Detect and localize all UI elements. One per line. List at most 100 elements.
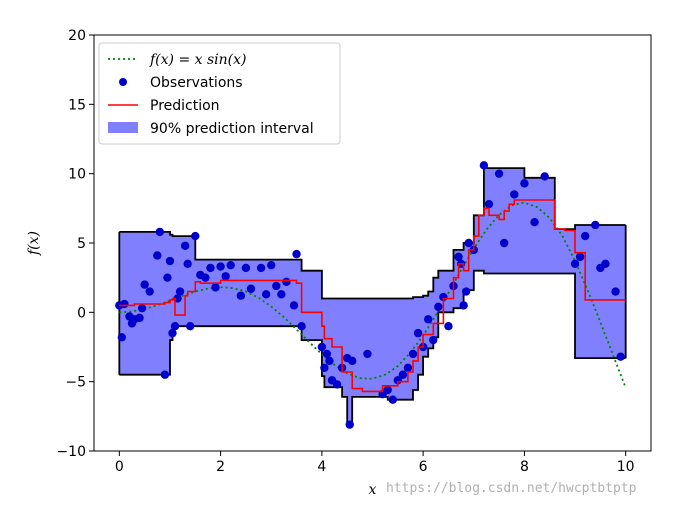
observation-point: [591, 220, 600, 230]
observation-point: [165, 256, 175, 266]
observation-point: [261, 290, 271, 299]
observation-point: [510, 190, 519, 199]
observation-point: [383, 385, 392, 395]
true-function-path: [119, 201, 627, 389]
x-tick-label: 4: [317, 459, 326, 475]
x-tick-label: 2: [216, 459, 225, 475]
observation-point: [413, 328, 423, 338]
observation-point: [388, 395, 397, 404]
observation-point: [170, 322, 180, 331]
y-tick-label: −5: [65, 375, 86, 391]
observation-point: [434, 302, 443, 311]
observation-point: [256, 263, 266, 273]
observation-point: [282, 277, 291, 287]
y-tick-label: −10: [56, 444, 86, 460]
observation-point: [520, 179, 529, 188]
observation-point: [530, 218, 539, 227]
prediction-path: [119, 199, 626, 393]
observation-point: [464, 238, 473, 248]
observation-point: [272, 281, 281, 291]
observation-point: [183, 259, 192, 268]
observation-point: [444, 322, 453, 331]
observation-point: [201, 273, 210, 282]
observation-point: [135, 313, 144, 323]
observation-point: [186, 322, 195, 331]
observation-point: [322, 349, 332, 359]
observation-point: [363, 349, 372, 359]
observation-point: [206, 263, 215, 273]
y-tick-label: 10: [68, 167, 86, 183]
observation-point: [424, 315, 433, 324]
legend-swatch-interval: [108, 122, 138, 133]
observation-point: [153, 251, 162, 260]
legend: f(x) = x sin(x) Observations Prediction …: [98, 42, 341, 145]
observation-point: [611, 287, 620, 296]
observation-point: [601, 259, 610, 268]
legend-label-true-function: f(x) = x sin(x): [149, 52, 246, 68]
observation-point: [216, 262, 225, 271]
x-tick-label: 8: [520, 459, 529, 475]
y-tick-label: 20: [68, 28, 86, 44]
interval-upper-edge: [119, 167, 626, 300]
observation-point: [120, 299, 129, 309]
legend-label-prediction: Prediction: [150, 98, 220, 114]
observation-point: [267, 260, 276, 270]
observation-point: [117, 333, 127, 342]
true-function-line: [119, 201, 627, 389]
observation-point: [175, 287, 185, 296]
x-axis-label: x: [369, 482, 377, 498]
observation-point: [398, 370, 408, 379]
observation-point: [292, 249, 301, 259]
observation-point: [499, 238, 509, 248]
observation-point: [211, 283, 220, 292]
x-axis: 0 2 4 6 8 10: [115, 451, 635, 475]
x-tick-label: 0: [115, 459, 124, 475]
y-axis-label: f(x): [26, 231, 42, 256]
observation-point: [145, 287, 154, 296]
observation-point: [348, 356, 357, 366]
observation-point: [160, 370, 170, 379]
observation-point: [236, 291, 246, 300]
observation-point: [403, 363, 413, 372]
legend-label-interval: 90% prediction interval: [150, 121, 314, 137]
observation-point: [459, 301, 468, 310]
observation-point: [226, 260, 235, 270]
prediction-interval-band: [118, 167, 627, 426]
legend-swatch-observations: [119, 78, 127, 86]
observation-point: [332, 380, 342, 389]
observation-point: [180, 241, 190, 250]
observation-point: [155, 227, 165, 237]
observation-point: [484, 199, 494, 209]
watermark-text: https://blog.csdn.net/hwcptbtptp: [386, 481, 637, 496]
observation-point: [140, 280, 149, 289]
observation-point: [461, 287, 471, 296]
observation-point: [616, 352, 625, 361]
observation-point: [580, 231, 590, 241]
observation-point: [429, 335, 438, 345]
observation-point: [277, 290, 286, 299]
observation-point: [454, 252, 463, 262]
observation-point: [317, 342, 327, 352]
legend-box: [98, 42, 341, 145]
observation-point: [191, 231, 200, 241]
y-tick-label: 15: [68, 97, 86, 113]
x-tick-label: 6: [419, 459, 428, 475]
observation-point: [540, 172, 549, 181]
observation-point: [570, 259, 580, 268]
y-tick-label: 5: [77, 236, 86, 252]
observation-point: [494, 169, 504, 178]
observation-point: [221, 272, 230, 281]
interval-fill: [119, 168, 626, 425]
observation-point: [168, 328, 177, 338]
observation-point: [289, 301, 299, 310]
legend-label-observations: Observations: [150, 75, 243, 91]
y-tick-label: 0: [77, 305, 86, 321]
x-tick-label: 10: [617, 459, 635, 475]
observation-point: [345, 420, 354, 429]
observation-point: [320, 363, 329, 372]
observation-point: [325, 356, 334, 366]
observation-point: [241, 263, 251, 273]
observation-point: [575, 252, 585, 262]
observation-point: [297, 322, 306, 331]
